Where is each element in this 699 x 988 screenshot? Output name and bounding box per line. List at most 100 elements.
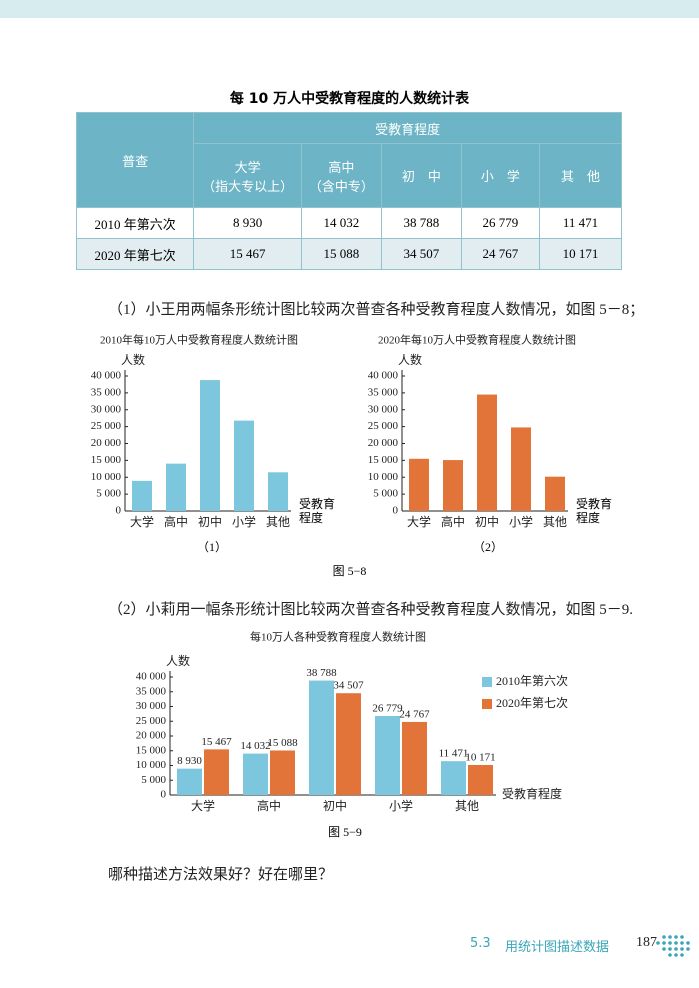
- x-tick-label: 小学: [232, 514, 256, 529]
- x-tick-label: 高中: [257, 798, 281, 813]
- x-axis-label: 受教育程度: [299, 497, 336, 525]
- y-tick-label: 5 000: [373, 488, 398, 500]
- y-tick-label: 35 000: [91, 386, 122, 398]
- x-tick-label: 初中: [198, 514, 222, 529]
- y-tick-label: 30 000: [368, 403, 399, 415]
- value-label: 15 088: [267, 737, 298, 749]
- y-tick-label: 25 000: [91, 420, 122, 432]
- paragraph: （1）小王用两幅条形统计图比较两次普查各种受教育程度人数情况，如图 5－8；: [108, 302, 645, 318]
- y-tick-label: 0: [116, 505, 122, 517]
- bar: [545, 476, 565, 511]
- bar: [309, 680, 334, 795]
- y-tick-label: 0: [161, 789, 167, 801]
- x-tick-label: 大学: [130, 514, 154, 529]
- value-label: 34 507: [333, 680, 364, 692]
- y-tick-label: 30 000: [136, 700, 167, 712]
- x-axis-label: 受教育程度: [502, 786, 562, 801]
- y-axis-label: 人数: [166, 653, 190, 668]
- bar: [511, 427, 531, 511]
- y-tick-label: 15 000: [91, 454, 122, 466]
- y-tick-label: 35 000: [368, 386, 399, 398]
- y-tick-label: 40 000: [136, 671, 167, 683]
- x-tick-label: 高中: [441, 514, 465, 529]
- x-tick-label: 其他: [266, 515, 290, 529]
- x-tick-label: 初中: [475, 514, 499, 529]
- subcaption: （1）: [197, 540, 228, 554]
- chart-title: 2020年每10万人中受教育程度人数统计图: [378, 333, 576, 347]
- y-tick-label: 5 000: [141, 774, 166, 786]
- y-axis-label: 人数: [398, 352, 422, 367]
- y-tick-label: 25 000: [368, 420, 399, 432]
- header-line: 大学: [234, 160, 261, 176]
- page-number: 187: [636, 935, 657, 950]
- bar: [268, 472, 288, 511]
- header-cell: 小 学: [460, 143, 540, 208]
- cell: 15 088: [300, 238, 382, 270]
- legend-label: 2010年第六次: [496, 674, 568, 688]
- bar: [166, 463, 186, 511]
- header-line: （含中专）: [308, 179, 374, 195]
- x-tick-label: 其他: [455, 799, 479, 813]
- section-number: 5.3: [470, 936, 491, 951]
- header-cell: 大学 （指大专以上）: [193, 143, 302, 208]
- y-tick-label: 40 000: [91, 370, 122, 382]
- value-label: 8 930: [177, 755, 202, 767]
- cell: 10 171: [538, 238, 623, 270]
- y-tick-label: 20 000: [136, 730, 167, 742]
- subcaption: （2）: [473, 540, 504, 554]
- value-label: 10 171: [465, 752, 495, 764]
- bar: [443, 460, 463, 511]
- cell: 14 032: [300, 207, 382, 239]
- paragraph: （2）小莉用一幅条形统计图比较两次普查各种受教育程度人数情况，如图 5－9.: [108, 602, 634, 618]
- y-tick-label: 10 000: [136, 759, 167, 771]
- x-tick-label: 其他: [543, 515, 567, 529]
- header-line: 高中: [328, 160, 355, 176]
- y-tick-label: 30 000: [91, 403, 122, 415]
- figure-caption: 图 5−8: [332, 564, 367, 578]
- y-tick-label: 10 000: [91, 471, 122, 483]
- cell: 2010 年第六次: [75, 207, 195, 239]
- y-tick-label: 0: [393, 505, 399, 517]
- y-tick-label: 10 000: [368, 471, 399, 483]
- y-axis-label: 人数: [121, 352, 145, 367]
- y-tick-label: 15 000: [136, 744, 167, 756]
- cell: 24 767: [460, 238, 540, 270]
- bar: [402, 721, 427, 795]
- bar: [409, 458, 429, 511]
- y-tick-label: 35 000: [136, 685, 167, 697]
- value-label: 26 779: [372, 703, 403, 715]
- bar: [336, 693, 361, 795]
- table-title: 每 10 万人中受教育程度的人数统计表: [229, 91, 470, 107]
- y-tick-label: 20 000: [368, 437, 399, 449]
- value-label: 24 767: [399, 708, 430, 720]
- top-band: [0, 0, 699, 18]
- header-cell: 普查: [75, 112, 195, 208]
- section-title: 用统计图描述数据: [505, 940, 610, 955]
- bar: [468, 764, 493, 795]
- x-tick-label: 大学: [191, 798, 215, 813]
- bar: [441, 761, 466, 795]
- x-tick-label: 初中: [323, 798, 347, 813]
- legend-swatch: [482, 677, 492, 687]
- header-line: （指大专以上）: [202, 179, 294, 195]
- bar: [243, 753, 268, 795]
- figure-caption: 图 5−9: [328, 825, 362, 839]
- x-tick-label: 小学: [509, 514, 533, 529]
- paragraph: 哪种描述方法效果好？好在哪里？: [108, 867, 334, 883]
- footer-dots: [656, 935, 690, 957]
- value-label: 11 471: [439, 748, 469, 760]
- bar: [270, 750, 295, 795]
- cell: 15 467: [193, 238, 302, 270]
- y-tick-label: 25 000: [136, 715, 167, 727]
- y-tick-label: 5 000: [96, 488, 121, 500]
- bar: [200, 380, 220, 511]
- value-label: 38 788: [306, 667, 337, 679]
- y-tick-label: 20 000: [91, 437, 122, 449]
- bar: [477, 394, 497, 511]
- bar: [375, 716, 400, 795]
- x-tick-label: 小学: [389, 798, 413, 813]
- cell: 2020 年第七次: [75, 238, 195, 270]
- bar: [177, 768, 202, 795]
- census-table: 普查 受教育程度 大学 （指大专以上） 高中 （含中专） 初 中 小 学 其 他 2…: [75, 112, 623, 270]
